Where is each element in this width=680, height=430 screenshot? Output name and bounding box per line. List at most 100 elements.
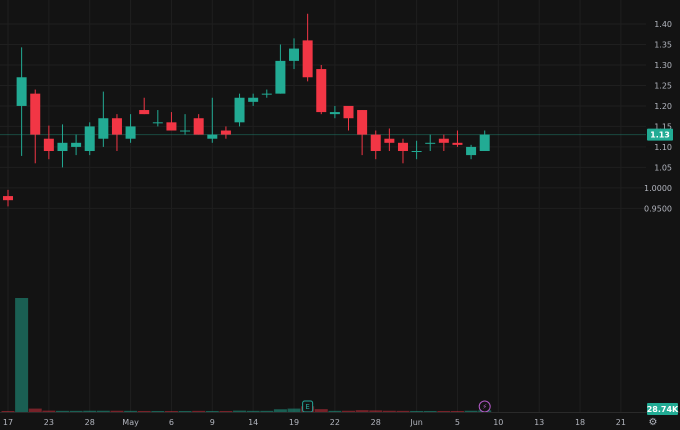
candle-body[interactable] — [3, 196, 13, 201]
volume-bar — [450, 410, 464, 412]
time-tick-label: 19 — [289, 418, 299, 427]
candle-body[interactable] — [139, 110, 150, 115]
volume-bar — [423, 410, 437, 412]
time-tick-label: 21 — [616, 418, 626, 427]
candle-body[interactable] — [16, 77, 27, 106]
candle-body[interactable] — [43, 138, 54, 152]
volume-bar — [96, 410, 110, 412]
event-marker-label: E — [305, 403, 309, 411]
candle-body[interactable] — [71, 142, 82, 147]
time-tick-label: 14 — [248, 418, 258, 427]
settings-gear-button[interactable]: ⚙ — [646, 416, 660, 430]
volume-bar — [328, 410, 342, 412]
volume-bar — [260, 410, 274, 412]
volume-bar — [396, 410, 410, 412]
volume-bar — [15, 298, 29, 412]
candle-body[interactable] — [248, 97, 259, 102]
time-tick-label: 9 — [210, 418, 215, 427]
candle-body[interactable] — [180, 130, 191, 132]
candle-body[interactable] — [57, 142, 68, 152]
volume-bar — [410, 410, 424, 412]
volume-bar — [219, 411, 233, 412]
volume-bar — [110, 410, 124, 412]
candle-body[interactable] — [234, 97, 245, 123]
candle-body[interactable] — [425, 142, 436, 144]
candle-body[interactable] — [289, 48, 300, 61]
volume-bar — [246, 410, 260, 412]
candle-body[interactable] — [30, 93, 41, 135]
candle-body[interactable] — [125, 126, 136, 139]
candle-body[interactable] — [111, 118, 122, 135]
last-price-badge — [647, 128, 673, 141]
candle-body[interactable] — [343, 105, 354, 119]
candle-body[interactable] — [275, 60, 286, 94]
volume-bar — [369, 410, 383, 412]
candle-body[interactable] — [384, 138, 395, 143]
volume-bar — [464, 410, 478, 412]
candle-body[interactable] — [302, 40, 313, 78]
candle-body[interactable] — [261, 93, 272, 95]
candle-body[interactable] — [438, 138, 449, 143]
volume-label: 28.74K — [647, 405, 679, 414]
price-tick-label: 1.10 — [654, 143, 672, 152]
volume-bar — [83, 410, 97, 412]
time-tick-label: May — [122, 418, 139, 427]
volume-bar — [273, 409, 287, 412]
volume-bar — [1, 411, 15, 412]
price-tick-label: 1.20 — [654, 102, 672, 111]
volume-bar — [192, 410, 206, 412]
time-tick-label: 17 — [3, 418, 13, 427]
time-tick-label: 5 — [455, 418, 460, 427]
volume-bar — [437, 410, 451, 412]
candle-body[interactable] — [329, 112, 340, 115]
volume-bar — [205, 411, 219, 412]
candle-body[interactable] — [84, 126, 95, 152]
volume-bar — [342, 410, 355, 412]
gear-icon: ⚙ — [648, 417, 658, 428]
candle-body[interactable] — [397, 142, 408, 152]
volume-bar — [69, 410, 83, 412]
volume-bar — [233, 410, 247, 412]
candle-body[interactable] — [166, 122, 177, 131]
candle-body[interactable] — [316, 69, 327, 113]
time-tick-label: 22 — [330, 418, 340, 427]
time-tick-label: 13 — [534, 418, 544, 427]
candle-body[interactable] — [452, 142, 463, 145]
volume-bar — [137, 410, 151, 412]
candle-body[interactable] — [357, 110, 368, 135]
time-tick-label: 18 — [575, 418, 585, 427]
time-tick-label: 28 — [371, 418, 381, 427]
candle-body[interactable] — [98, 118, 109, 139]
event-marker-label: ⚡ — [482, 403, 487, 411]
candle-body[interactable] — [207, 134, 218, 139]
volume-bar — [151, 411, 165, 412]
volume-bar — [164, 411, 178, 412]
time-tick-label: 28 — [85, 418, 95, 427]
time-tick-label: Jun — [409, 418, 423, 427]
price-tick-label: 1.0000 — [644, 184, 672, 193]
time-tick-label: 23 — [44, 418, 54, 427]
candle-body[interactable] — [220, 130, 231, 135]
candle-body[interactable] — [411, 151, 422, 153]
price-tick-label: 0.9500 — [644, 204, 672, 213]
price-tick-label: 1.35 — [654, 40, 672, 49]
candle-body[interactable] — [370, 134, 381, 152]
volume-bar — [382, 410, 396, 412]
price-tick-label: 1.05 — [654, 163, 672, 172]
price-tick-label: 1.15 — [654, 122, 672, 131]
last-price-label: 1.13 — [650, 131, 670, 140]
price-tick-label: 1.40 — [654, 20, 672, 29]
volume-bar — [287, 408, 301, 412]
volume-bar — [314, 409, 328, 412]
volume-bar — [28, 408, 42, 412]
candle-body[interactable] — [466, 146, 477, 156]
volume-bar — [55, 410, 69, 412]
volume-bar — [42, 410, 56, 412]
volume-bar — [178, 411, 192, 412]
time-tick-label: 6 — [169, 418, 174, 427]
candle-body[interactable] — [193, 118, 204, 135]
candle-body[interactable] — [152, 122, 163, 124]
candle-body[interactable] — [479, 134, 490, 152]
time-tick-label: 10 — [493, 418, 503, 427]
